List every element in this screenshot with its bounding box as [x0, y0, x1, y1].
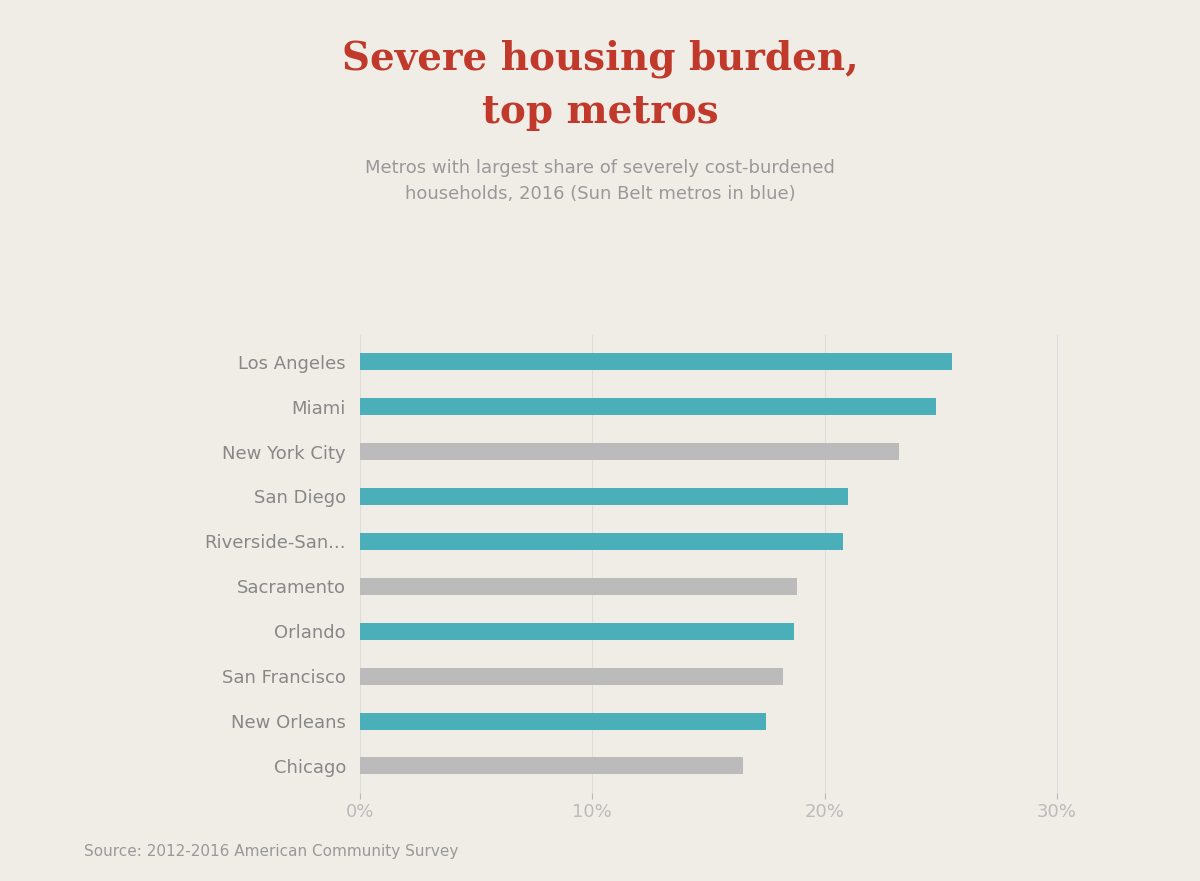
Bar	[360, 713, 767, 729]
Bar	[360, 758, 743, 774]
Bar	[360, 443, 899, 460]
Text: Source: 2012-2016 American Community Survey: Source: 2012-2016 American Community Sur…	[84, 844, 458, 859]
Bar	[360, 353, 953, 370]
Bar	[360, 533, 844, 550]
Bar	[360, 623, 794, 640]
Bar	[360, 398, 936, 415]
Text: top metros: top metros	[481, 93, 719, 130]
Bar	[360, 488, 847, 505]
Text: Severe housing burden,: Severe housing burden,	[342, 40, 858, 78]
Bar	[360, 578, 797, 595]
Text: Metros with largest share of severely cost-burdened
households, 2016 (Sun Belt m: Metros with largest share of severely co…	[365, 159, 835, 203]
Bar	[360, 668, 782, 685]
